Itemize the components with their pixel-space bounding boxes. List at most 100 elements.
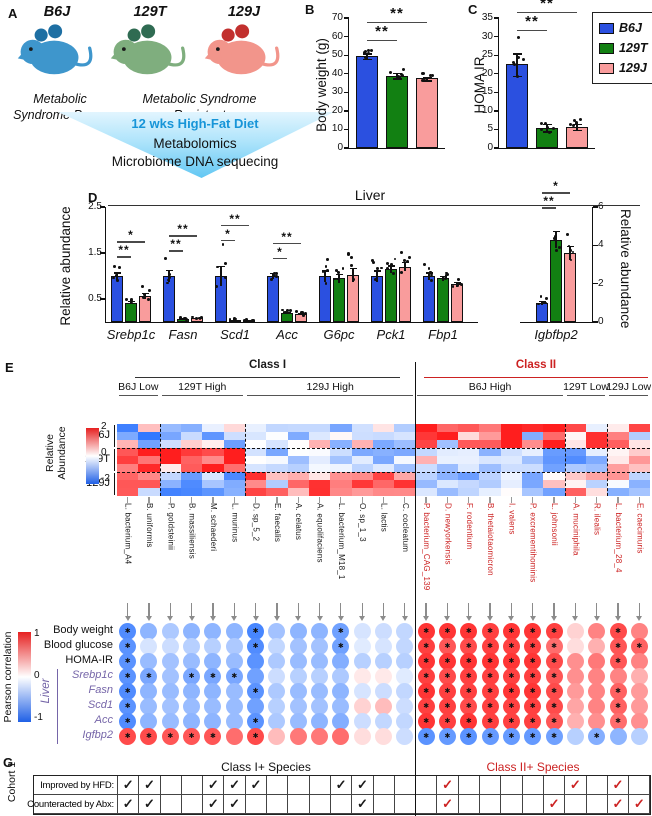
- correlation-dot: ✱: [183, 667, 201, 685]
- heatmap-group-underline: [566, 395, 606, 397]
- correlation-dot: ✱: [545, 727, 563, 745]
- heatmap-col-separator: [607, 424, 609, 496]
- correlation-dot: ✱: [609, 682, 627, 700]
- significance-bracket: [517, 29, 547, 32]
- heatmap-cell: [159, 480, 182, 489]
- data-point: [284, 310, 287, 314]
- check-cell: [309, 776, 331, 795]
- species-name-label: L. bacterium_A4: [123, 503, 133, 565]
- significance-stars: **: [525, 12, 539, 30]
- species-arrow-line: [254, 603, 257, 616]
- heatmap-cell: [436, 472, 459, 481]
- species-stem: [233, 497, 235, 503]
- data-point: [573, 119, 577, 123]
- correlation-dot: [247, 652, 265, 670]
- heatmap-cell: [244, 480, 267, 489]
- significance-stars: **: [540, 0, 554, 12]
- data-point: [221, 243, 225, 247]
- check-cell: ✓: [139, 776, 161, 795]
- correlation-dot: [225, 682, 243, 700]
- heatmap-cell: [159, 464, 182, 473]
- heatmap-cell: [330, 472, 352, 481]
- correlation-dot: ✱: [460, 727, 478, 745]
- heatmap-cell: [458, 464, 480, 473]
- species-column: P. bacterium_CAG_139: [415, 497, 436, 621]
- data-point: [182, 317, 186, 320]
- error-bar: [555, 230, 557, 249]
- y-tick-label: 30: [481, 30, 493, 42]
- correlation-dot: [225, 727, 243, 745]
- data-point: [347, 252, 351, 256]
- data-point: [166, 281, 170, 285]
- heatmap-cell: [543, 448, 566, 457]
- correlation-dot: [289, 682, 307, 700]
- species-arrow-icon: [145, 616, 152, 621]
- correlation-dot: [375, 622, 392, 640]
- class-divider-line: [414, 362, 417, 816]
- heatmap-cell: [159, 472, 182, 481]
- correlation-dot: [289, 697, 307, 715]
- species-name-label: B. thetaiotaomicron: [486, 503, 496, 576]
- data-point: [166, 278, 170, 282]
- heatmap-cell: [351, 456, 374, 465]
- species-stem: [553, 497, 555, 503]
- species-stem: [276, 497, 278, 503]
- error-bar: [426, 76, 428, 81]
- species-arrow-icon: [252, 616, 259, 621]
- correlation-dot: [396, 712, 414, 730]
- heatmap-cell: [266, 424, 289, 433]
- data-point: [423, 76, 427, 80]
- correlation-dot: ✱: [524, 652, 542, 670]
- heatmap-cell: [607, 456, 630, 465]
- heatmap-cell: [138, 456, 161, 465]
- significance-stars: *: [553, 179, 559, 194]
- data-point: [402, 259, 406, 263]
- heatmap-cell: [244, 440, 267, 449]
- species-arrow-icon: [167, 616, 174, 621]
- heatmap-cell: [500, 464, 523, 473]
- species-arrow-icon: [423, 616, 430, 621]
- left-tick-label: 0.5: [88, 293, 102, 304]
- species-stem: [489, 497, 491, 503]
- y-tick-mark: [344, 147, 349, 149]
- heatmap-row-separator: [117, 472, 650, 473]
- gene-bar-Pck1: [371, 276, 383, 322]
- data-point: [224, 276, 227, 280]
- significance-stars: **: [375, 22, 389, 40]
- correlation-dot: [630, 622, 648, 640]
- correlation-dot: [396, 652, 414, 670]
- heatmap-cell: [330, 480, 352, 489]
- prone-line1: Metabolic: [33, 92, 87, 106]
- data-point: [243, 318, 247, 322]
- species-stem: [148, 497, 150, 503]
- data-point: [399, 270, 403, 274]
- correlation-dot: ✱: [502, 622, 520, 640]
- correlation-dot: [332, 727, 350, 745]
- check-cell: [543, 776, 566, 795]
- heatmap-cell: [522, 440, 544, 449]
- mouse-icon: [204, 24, 280, 75]
- heatmap-cell: [138, 440, 161, 449]
- correlation-dot: ✱: [502, 682, 520, 700]
- check-cell: [394, 795, 417, 814]
- heatmap-cell: [244, 432, 267, 441]
- species-column: E. caecimuris: [629, 497, 650, 621]
- correlation-dot: ✱: [460, 622, 478, 640]
- data-point: [270, 277, 273, 281]
- data-point: [215, 265, 219, 269]
- legend-swatch-icon: [599, 62, 614, 74]
- species-column: B. massiliensis: [181, 497, 202, 621]
- correlation-row-label: Scd1: [87, 699, 113, 711]
- heatmap-cell: [223, 448, 246, 457]
- species-arrow-icon: [231, 616, 238, 621]
- heatmap-cell: [180, 424, 203, 433]
- heatmap-cell: [372, 464, 395, 473]
- correlation-dot: ✱: [438, 682, 456, 700]
- check-cell: ✓: [607, 795, 630, 814]
- error-cap-top: [392, 72, 402, 75]
- heatmap-cell: [202, 488, 225, 497]
- correlation-dot: ✱: [502, 697, 520, 715]
- heatmap-group-label: 129J High: [306, 381, 354, 393]
- data-point: [289, 309, 293, 313]
- species-stem: [510, 497, 513, 503]
